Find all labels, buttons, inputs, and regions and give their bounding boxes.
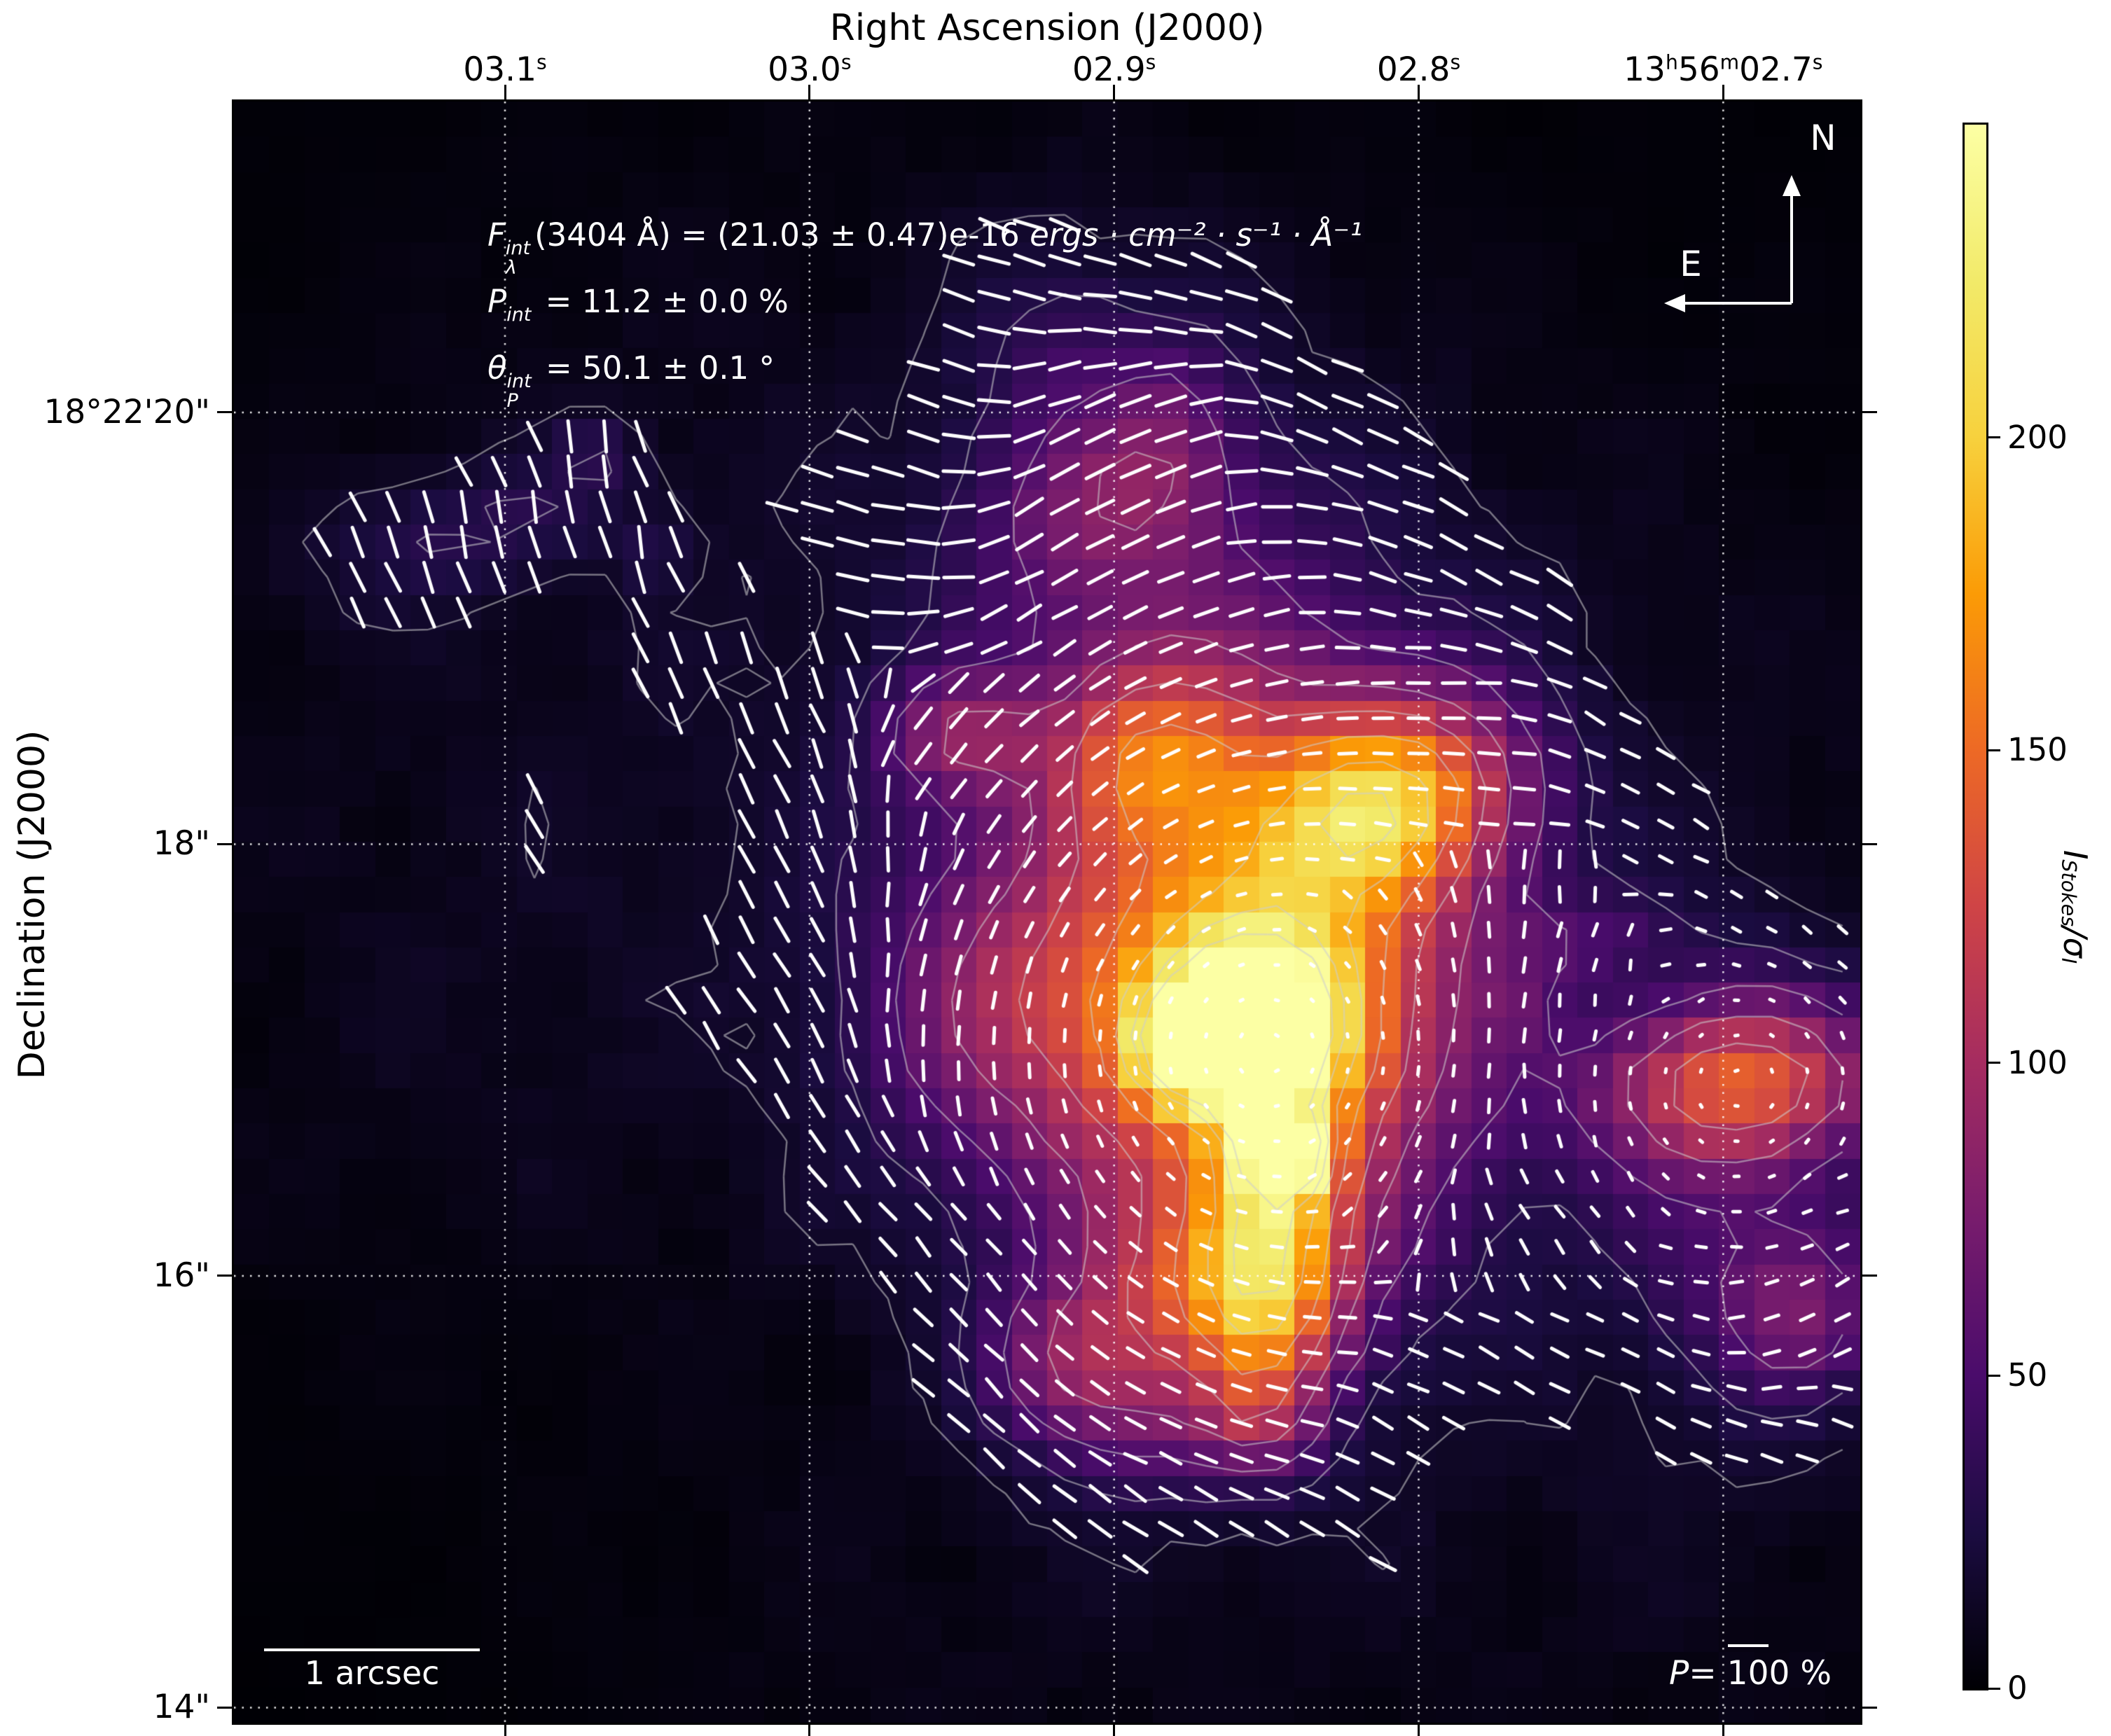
flux-value: (3404 Å) = (21.03 ± 0.47)e-16 (534, 216, 1030, 254)
annotation-theta: θ int P = 50.1 ± 0.1 ° (487, 345, 1362, 412)
ra-tick-label-part: s (536, 50, 547, 74)
scalebar-line (264, 1648, 480, 1651)
polref-prefix: P= (1668, 1654, 1717, 1693)
x-axis-title: Right Ascension (J2000) (829, 7, 1265, 49)
ra-tick-label-part: 02.8 (1376, 50, 1451, 89)
east-arrowhead-icon (1664, 294, 1685, 312)
colorbar-tick-label: 150 (2007, 731, 2068, 769)
x-tick-top (1113, 85, 1116, 102)
x-tick-top (504, 85, 506, 102)
polref-length-bar (1727, 1644, 1769, 1647)
ra-tick-label-part: h (1665, 50, 1678, 74)
colorbar-tick-label: 100 (2007, 1043, 2068, 1081)
dec-tick-label: 18" (153, 824, 210, 863)
y-tick-left (217, 1275, 234, 1277)
flux-units: ergs · cm⁻² · s⁻¹ · Å⁻¹ (1030, 216, 1363, 254)
colorbar-tick-label: 50 (2007, 1356, 2048, 1394)
colorbar-tick-label: 200 (2007, 418, 2068, 456)
ra-tick-label: 13h56m02.7s (1624, 50, 1822, 89)
compass-arrows-icon (1664, 175, 1801, 312)
pol-supsub: int (506, 303, 532, 326)
colorbar-tick-mark (1986, 749, 2000, 751)
theta-value: = 50.1 ± 0.1 ° (535, 349, 775, 387)
y-tick-left (217, 842, 234, 845)
polref-value: 100 % (1727, 1644, 1832, 1693)
ra-tick-label-part: 03.1 (463, 50, 537, 89)
x-tick-bottom (504, 1723, 506, 1736)
dec-tick-label: 14" (153, 1688, 210, 1727)
compass-east-label: E (1680, 244, 1702, 284)
north-arrowhead-icon (1783, 175, 1801, 196)
colorbar (1963, 123, 1988, 1690)
flux-supsub: int λ (505, 237, 531, 279)
polarization-heatmap-canvas (234, 102, 1860, 1723)
colorbar-tick-mark (1986, 1374, 2000, 1377)
x-tick-top (808, 85, 811, 102)
pol-symbol: P (487, 282, 507, 320)
ra-tick-label-part: s (840, 50, 852, 74)
ra-tick-label: 02.8s (1377, 50, 1460, 89)
dec-tick-label: 16" (153, 1256, 210, 1295)
ra-tick-label-part: 56 (1677, 50, 1720, 89)
pol-value: = 11.2 ± 0.0 % (535, 282, 789, 320)
compass-north-label: N (1810, 118, 1836, 158)
ra-tick-label-part: 02.9 (1072, 50, 1146, 89)
colorbar-tick-mark (1986, 1062, 2000, 1064)
ra-tick-label-part: s (1812, 50, 1823, 74)
flux-symbol: F (487, 216, 506, 254)
y-tick-right (1860, 842, 1877, 845)
ra-tick-label: 03.1s (463, 50, 546, 89)
x-tick-bottom (1113, 1723, 1116, 1736)
scalebar-label: 1 arcsec (304, 1654, 440, 1692)
y-tick-right (1860, 411, 1877, 414)
x-tick-top (1417, 85, 1420, 102)
ra-tick-label-part: 03.0 (768, 50, 841, 89)
ra-tick-label-part: s (1450, 50, 1461, 74)
y-tick-left (217, 1706, 234, 1709)
y-tick-left (217, 411, 234, 414)
theta-symbol: θ (487, 349, 507, 387)
x-tick-bottom (1722, 1723, 1724, 1736)
ra-tick-label-part: 13 (1624, 50, 1666, 89)
y-tick-right (1860, 1706, 1877, 1709)
colorbar-tick-mark (1986, 436, 2000, 439)
ra-tick-label: 03.0s (768, 50, 851, 89)
y-axis-title: Declination (J2000) (11, 730, 53, 1080)
polarization-reference: P= 100 % (1668, 1644, 1832, 1693)
colorbar-title: IStokes/σI (2056, 849, 2094, 964)
colorbar-tick-mark (1986, 1687, 2000, 1690)
ra-tick-label-part: 02.7 (1739, 50, 1813, 89)
colorbar-tick-label: 0 (2007, 1669, 2028, 1707)
y-tick-right (1860, 1275, 1877, 1277)
x-tick-bottom (1417, 1723, 1420, 1736)
ra-tick-label-part: s (1145, 50, 1156, 74)
dec-tick-label: 18°22'20" (43, 392, 210, 431)
theta-supsub: int P (506, 370, 532, 412)
ra-tick-label: 02.9s (1072, 50, 1156, 89)
ra-tick-label-part: m (1719, 50, 1740, 74)
x-tick-bottom (808, 1723, 811, 1736)
x-tick-top (1722, 85, 1724, 102)
